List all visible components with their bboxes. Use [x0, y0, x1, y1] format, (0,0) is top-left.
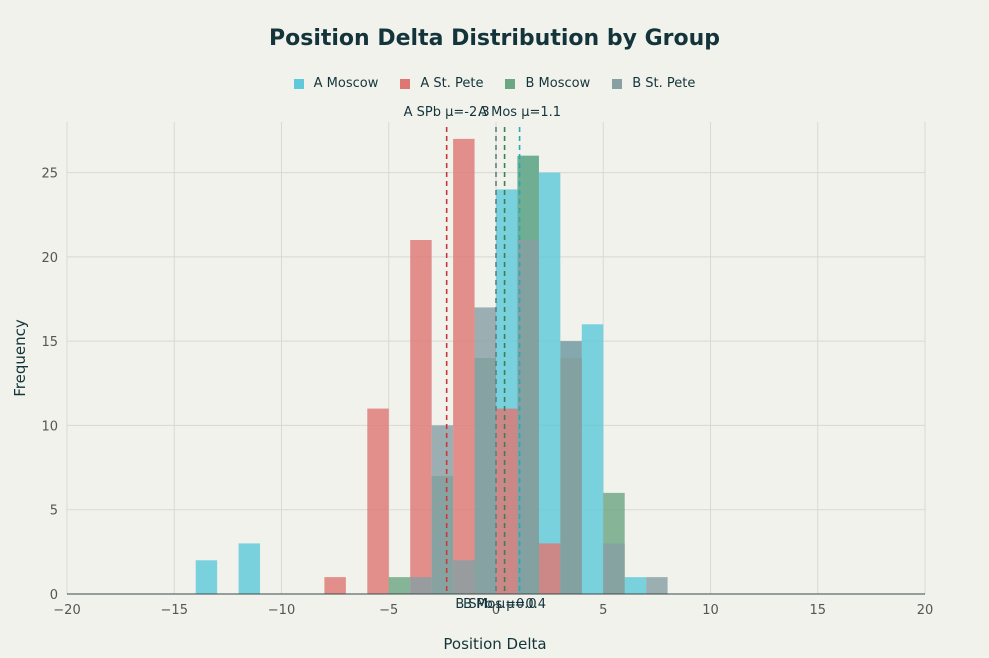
bars — [195, 138, 668, 595]
bar-b-st-pete[interactable] — [410, 577, 432, 594]
chart-title: Position Delta Distribution by Group — [269, 26, 720, 51]
bar-a-moscow[interactable] — [538, 172, 561, 595]
bar-a-moscow[interactable] — [581, 324, 604, 594]
y-tick-label: 0 — [50, 588, 58, 603]
y-tick-label: 5 — [50, 504, 58, 519]
axes: −20 −15 −10 −5 0 5 10 15 20 0 5 10 15 20 25 — [41, 167, 933, 618]
legend-swatch-b-moscow — [505, 78, 516, 89]
legend-label-b-st-pete: B St. Pete — [632, 76, 696, 91]
bar-a-st-pete[interactable] — [367, 408, 389, 594]
legend-swatch-a-st-pete — [400, 78, 411, 89]
mean-label-b-moscow: B Mos μ=0.4 — [463, 597, 546, 612]
bar-a-st-pete[interactable] — [324, 577, 346, 594]
legend-item-b-moscow[interactable]: B Moscow — [505, 76, 590, 91]
bar-a-st-pete[interactable] — [453, 138, 475, 594]
y-axis-label: Frequency — [11, 319, 29, 397]
bar-b-st-pete[interactable] — [560, 341, 582, 594]
y-tick-label: 25 — [41, 167, 58, 182]
x-tick-label: −5 — [379, 603, 398, 618]
bar-b-st-pete[interactable] — [646, 577, 668, 594]
bar-a-moscow[interactable] — [195, 560, 218, 594]
x-tick-label: −10 — [268, 603, 295, 618]
bar-a-st-pete[interactable] — [538, 543, 561, 594]
y-tick-label: 10 — [41, 419, 58, 434]
mean-label-b-st-pete: B SPb μ=0.0 — [455, 597, 536, 612]
legend-swatch-b-st-pete — [612, 78, 623, 89]
series-b-st-pete — [410, 240, 668, 594]
legend-swatch-a-moscow — [293, 78, 304, 89]
legend-item-b-st-pete[interactable]: B St. Pete — [612, 76, 695, 91]
legend-item-a-moscow[interactable]: A Moscow — [293, 76, 379, 91]
x-tick-label: 10 — [702, 603, 719, 618]
mean-label-a-st-pete: A SPb μ=-2.3 — [404, 105, 490, 120]
bar-b-moscow[interactable] — [388, 577, 411, 594]
x-tick-label: 20 — [917, 603, 934, 618]
x-tick-label: −20 — [53, 603, 80, 618]
y-tick-label: 15 — [41, 335, 58, 350]
bar-b-st-pete[interactable] — [431, 425, 454, 594]
legend-label-b-moscow: B Moscow — [525, 76, 591, 91]
mean-label-a-moscow: A Mos μ=1.1 — [478, 105, 561, 120]
bar-b-st-pete[interactable] — [517, 240, 539, 594]
y-tick-label: 20 — [41, 251, 58, 266]
bar-b-st-pete[interactable] — [474, 307, 496, 594]
mean-lines: A Mos μ=1.1A SPb μ=-2.3 B Mos μ=0.4B SPb … — [404, 105, 561, 612]
legend-label-a-st-pete: A St. Pete — [420, 76, 484, 91]
x-tick-label: 0 — [492, 603, 500, 618]
bar-a-st-pete[interactable] — [410, 240, 432, 594]
series-a-st-pete — [324, 138, 561, 594]
bar-b-st-pete[interactable] — [603, 543, 625, 594]
x-tick-label: −15 — [161, 603, 188, 618]
bar-b-st-pete[interactable] — [453, 560, 475, 594]
bar-a-moscow[interactable] — [238, 543, 261, 594]
x-tick-label: 5 — [599, 603, 607, 618]
x-tick-label: 15 — [809, 603, 826, 618]
legend: A Moscow A St. Pete B Moscow B St. Pete — [0, 76, 989, 91]
legend-item-a-st-pete[interactable]: A St. Pete — [400, 76, 483, 91]
x-axis-label: Position Delta — [443, 635, 546, 653]
bar-a-st-pete[interactable] — [496, 408, 518, 594]
legend-label-a-moscow: A Moscow — [313, 76, 379, 91]
bar-a-moscow[interactable] — [624, 577, 647, 594]
